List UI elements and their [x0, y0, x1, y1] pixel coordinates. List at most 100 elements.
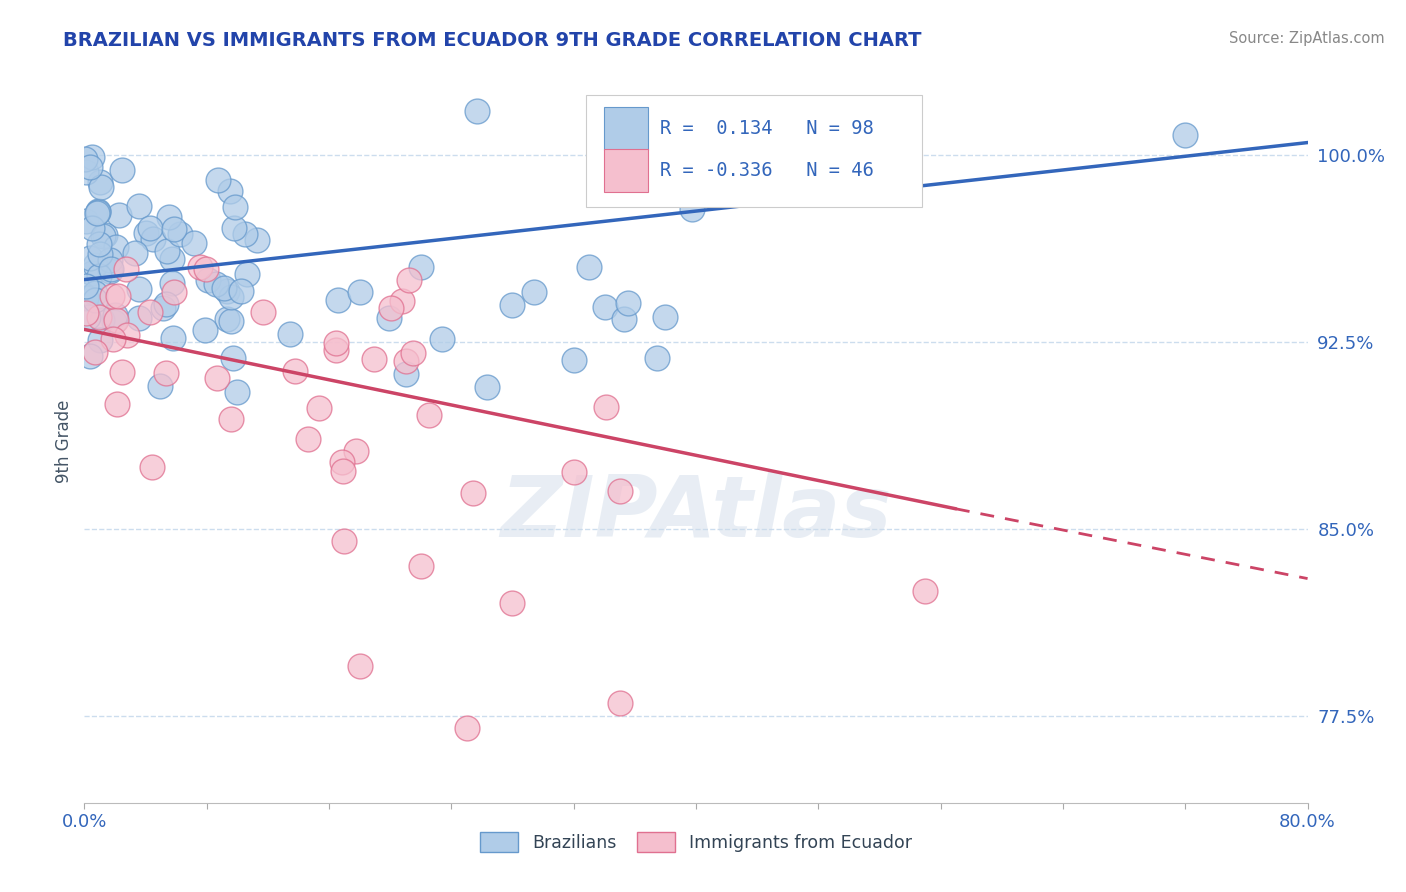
Point: [194, 262, 217, 277]
Point: [188, 260, 211, 274]
Point: [100, 264, 122, 278]
Point: [1174, 128, 1197, 142]
Point: [222, 351, 245, 365]
Point: [75, 306, 97, 320]
Point: [162, 221, 184, 235]
Text: Source: ZipAtlas.com: Source: ZipAtlas.com: [1229, 31, 1385, 46]
Point: [75, 278, 97, 293]
Point: [207, 173, 229, 187]
Point: [169, 227, 191, 241]
Y-axis label: 9th Grade: 9th Grade: [55, 400, 73, 483]
Point: [326, 293, 349, 307]
Point: [139, 221, 162, 235]
Point: [333, 534, 356, 549]
Point: [90, 180, 112, 194]
Point: [609, 696, 631, 710]
Point: [84, 258, 107, 272]
Point: [83, 293, 105, 308]
Point: [75, 165, 97, 179]
Point: [82, 150, 104, 164]
Point: [105, 240, 128, 254]
Point: [344, 444, 367, 458]
Point: [89, 246, 111, 260]
Point: [157, 210, 180, 224]
Point: [380, 301, 402, 315]
Point: [475, 380, 498, 394]
Point: [84, 285, 107, 300]
Point: [330, 455, 353, 469]
Point: [252, 304, 274, 318]
Point: [465, 103, 488, 118]
Point: [128, 311, 150, 326]
Point: [76, 310, 98, 324]
Point: [75, 214, 97, 228]
Point: [105, 397, 128, 411]
Point: [155, 244, 177, 259]
Point: [222, 221, 245, 235]
Point: [155, 297, 177, 311]
Point: [456, 721, 478, 735]
Point: [652, 171, 675, 186]
Point: [155, 366, 177, 380]
Point: [523, 285, 546, 299]
Point: [325, 343, 347, 357]
Point: [91, 228, 114, 243]
Point: [103, 315, 125, 329]
Point: [215, 285, 238, 299]
Point: [91, 313, 114, 327]
Point: [205, 371, 228, 385]
Point: [219, 185, 242, 199]
Point: [595, 300, 617, 314]
Point: [107, 289, 129, 303]
Point: [111, 163, 134, 178]
Point: [163, 285, 186, 299]
Point: [562, 353, 585, 368]
Point: [194, 322, 217, 336]
Point: [502, 597, 524, 611]
Point: [87, 269, 110, 284]
Point: [645, 351, 668, 366]
Point: [233, 227, 256, 241]
Point: [654, 310, 676, 324]
Point: [308, 401, 330, 416]
Point: [128, 199, 150, 213]
Point: [86, 206, 108, 220]
Point: [212, 281, 235, 295]
Point: [391, 294, 413, 309]
Point: [617, 296, 640, 310]
Point: [219, 314, 242, 328]
Point: [105, 313, 128, 327]
Text: ZIPAtlas: ZIPAtlas: [501, 472, 891, 556]
Point: [278, 327, 301, 342]
Point: [409, 260, 432, 274]
Point: [135, 226, 157, 240]
Point: [229, 284, 252, 298]
Point: [160, 252, 183, 266]
Text: R = -0.336   N = 46: R = -0.336 N = 46: [661, 161, 875, 180]
Point: [149, 379, 172, 393]
Point: [75, 292, 97, 306]
Point: [86, 204, 108, 219]
Point: [246, 233, 269, 247]
Legend: Brazilians, Immigrants from Ecuador: Brazilians, Immigrants from Ecuador: [472, 825, 920, 859]
Point: [89, 237, 111, 252]
Point: [94, 227, 117, 242]
Point: [115, 328, 138, 343]
Point: [395, 367, 418, 381]
Point: [349, 285, 371, 299]
Point: [430, 332, 453, 346]
Point: [409, 559, 432, 574]
Point: [162, 331, 184, 345]
Point: [142, 232, 165, 246]
Text: BRAZILIAN VS IMMIGRANTS FROM ECUADOR 9TH GRADE CORRELATION CHART: BRAZILIAN VS IMMIGRANTS FROM ECUADOR 9TH…: [63, 31, 922, 50]
Text: R =  0.134   N = 98: R = 0.134 N = 98: [661, 120, 875, 138]
Point: [79, 161, 101, 175]
Point: [89, 175, 111, 189]
Point: [205, 277, 228, 291]
Point: [402, 346, 425, 360]
Point: [80, 266, 103, 280]
Point: [139, 305, 162, 319]
Point: [217, 312, 239, 326]
Point: [224, 200, 246, 214]
Point: [236, 267, 259, 281]
